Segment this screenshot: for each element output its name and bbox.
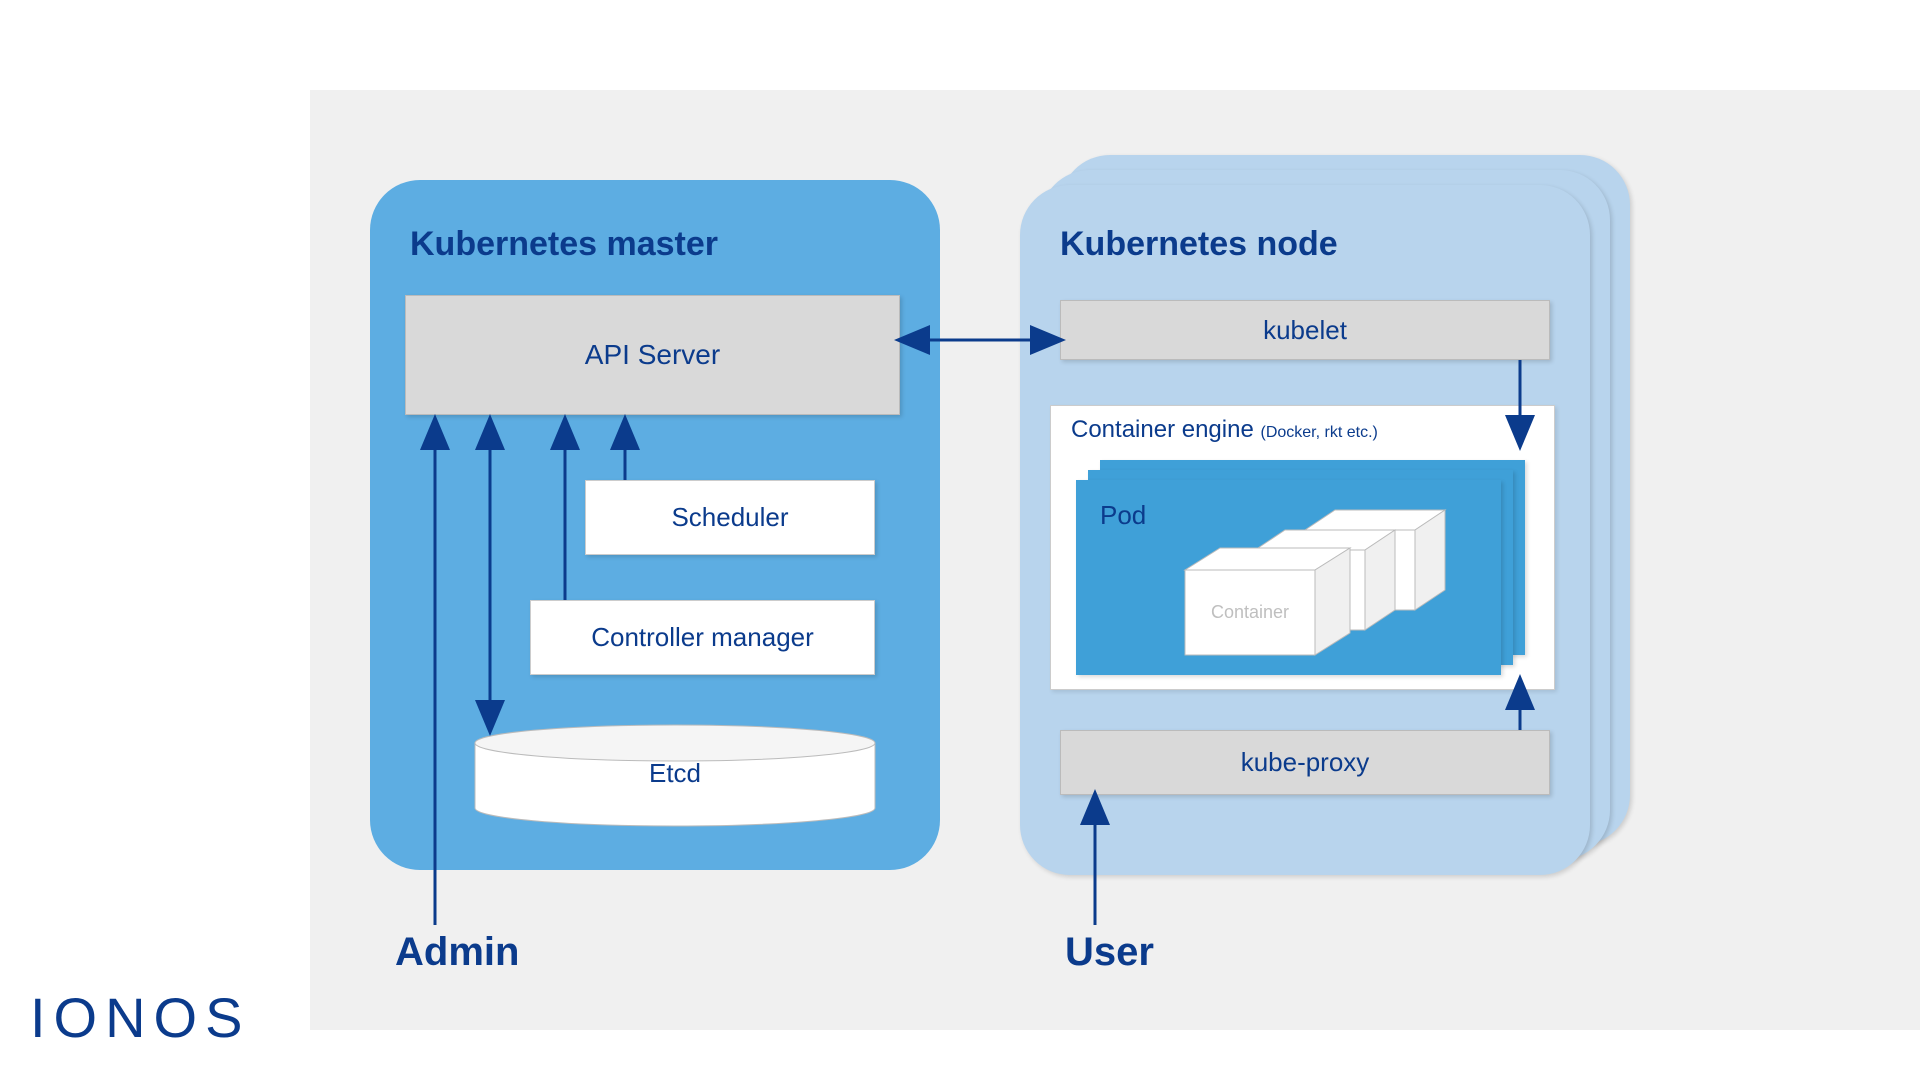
kubelet-label: kubelet bbox=[1263, 315, 1347, 346]
admin-label: Admin bbox=[395, 930, 519, 975]
api-server-box: API Server bbox=[405, 295, 900, 415]
svg-text:Container: Container bbox=[1211, 602, 1289, 622]
api-server-label: API Server bbox=[585, 339, 720, 371]
container-boxes-icon: Container bbox=[1175, 495, 1475, 665]
kubelet-box: kubelet bbox=[1060, 300, 1550, 360]
node-title: Kubernetes node bbox=[1060, 225, 1338, 264]
ionos-logo: IONOS bbox=[30, 985, 250, 1050]
scheduler-label: Scheduler bbox=[671, 502, 788, 533]
controller-manager-label: Controller manager bbox=[591, 622, 814, 653]
etcd-label: Etcd bbox=[470, 758, 880, 789]
controller-manager-box: Controller manager bbox=[530, 600, 875, 675]
pod-label: Pod bbox=[1100, 500, 1146, 531]
kube-proxy-box: kube-proxy bbox=[1060, 730, 1550, 795]
kube-proxy-label: kube-proxy bbox=[1241, 747, 1370, 778]
scheduler-box: Scheduler bbox=[585, 480, 875, 555]
container-engine-label: Container engine (Docker, rkt etc.) bbox=[1071, 416, 1378, 444]
container-engine-sublabel: (Docker, rkt etc.) bbox=[1260, 424, 1377, 441]
master-title: Kubernetes master bbox=[410, 225, 718, 264]
user-label: User bbox=[1065, 930, 1154, 975]
